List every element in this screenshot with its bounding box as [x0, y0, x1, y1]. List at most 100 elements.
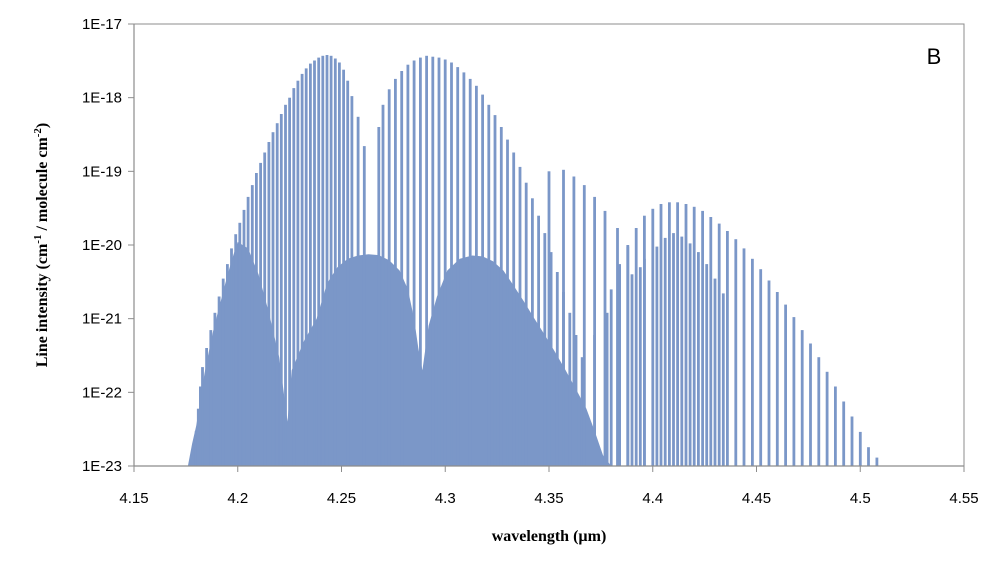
- spectral-line-bar: [313, 60, 316, 466]
- spectral-line-bar: [362, 146, 366, 466]
- spectral-line-bar: [338, 62, 341, 466]
- spectral-line-bar: [555, 272, 559, 466]
- x-axis-ticks: 4.15 4.2 4.25 4.3 4.35 4.4 4.45 4.5 4.55: [119, 466, 979, 507]
- spectral-line-bar: [580, 357, 584, 466]
- spectral-line-bar: [672, 233, 675, 466]
- spectral-line-bar: [547, 171, 551, 467]
- x-tick-label: 4.45: [742, 490, 771, 507]
- spectral-line-bar: [655, 246, 659, 466]
- spectral-line-bar: [234, 234, 238, 466]
- spectral-line-bar: [419, 57, 422, 466]
- spectral-line-bar: [279, 114, 283, 466]
- spectral-line-bar: [387, 89, 391, 467]
- spectral-line-bar: [834, 386, 837, 466]
- spectral-line-bar: [468, 78, 472, 467]
- x-tick-label: 4.3: [435, 490, 456, 507]
- spectral-line-bar: [568, 312, 572, 466]
- spectral-line-bar: [377, 127, 381, 466]
- spectral-line-bar: [643, 215, 646, 466]
- spectral-line-bar: [751, 258, 754, 466]
- spectral-line-bar: [582, 185, 586, 466]
- y-tick-label: 1E-19: [82, 163, 122, 180]
- spectral-line-bar: [238, 222, 242, 466]
- spectral-line-bar: [593, 335, 596, 466]
- spectral-line-bar: [205, 348, 208, 466]
- y-axis-title-sup1: -1: [32, 235, 44, 244]
- spectral-line-bar: [562, 169, 565, 467]
- spectral-line-bar: [549, 252, 553, 466]
- spectral-line-bar: [400, 71, 404, 466]
- spectral-line-bar: [292, 88, 296, 466]
- spectral-line-bar: [531, 198, 534, 467]
- spectral-line-bar: [263, 152, 267, 466]
- spectral-line-bar: [697, 252, 700, 466]
- spectral-line-bar: [342, 69, 345, 466]
- spectral-line-bar: [572, 176, 576, 466]
- spectral-line-bar: [784, 304, 787, 466]
- spectral-line-bar: [406, 64, 410, 466]
- spectral-line-bar: [825, 371, 829, 466]
- spectral-line-bar: [194, 430, 198, 466]
- spectral-line-bar: [543, 233, 547, 466]
- spectral-line-bar: [443, 59, 447, 466]
- x-axis-title: wavelength (µm): [492, 528, 607, 545]
- spectral-line-bar: [271, 132, 275, 466]
- spectral-line-bar: [300, 73, 304, 467]
- spectral-line-bar: [462, 72, 466, 467]
- panel-label: B: [927, 44, 942, 69]
- spectral-line-bar: [858, 431, 862, 466]
- spectral-line-bar: [651, 208, 655, 467]
- spectral-line-bar: [246, 196, 250, 466]
- x-tick-label: 4.4: [642, 490, 663, 507]
- spectral-line-bar: [609, 289, 613, 466]
- spectral-line-bar: [350, 96, 354, 466]
- spectral-line-bar: [487, 104, 491, 467]
- spectral-line-bar: [626, 245, 630, 466]
- spectral-line-bar: [809, 343, 812, 466]
- spectral-line-bar: [638, 267, 642, 466]
- spectral-line-bar: [668, 202, 671, 467]
- spectral-line-bar: [506, 139, 509, 466]
- spectral-line-bar: [450, 62, 453, 466]
- spectral-line-bar: [659, 204, 663, 466]
- spectral-line-bar: [713, 278, 717, 466]
- spectral-line-bar: [842, 401, 846, 466]
- spectral-line-bar: [346, 80, 350, 466]
- spectral-line-bar: [381, 104, 385, 467]
- spectral-line-bar: [875, 457, 879, 466]
- spectral-line-bar: [221, 278, 225, 466]
- spectral-line-bar: [817, 357, 821, 466]
- spectral-line-bar: [456, 67, 460, 466]
- spectral-line-bar: [792, 317, 796, 466]
- y-axis-title-sup2: -2: [32, 128, 44, 138]
- spectral-line-bar: [309, 63, 312, 466]
- y-tick-label: 1E-17: [82, 16, 122, 33]
- y-axis-ticks: 1E-23 1E-22 1E-21 1E-20 1E-19 1E-18 1E-17: [82, 16, 134, 475]
- x-tick-label: 4.35: [534, 490, 563, 507]
- spectral-line-bar: [226, 264, 229, 466]
- y-axis-title-part2: / molecule cm: [34, 137, 51, 235]
- spectral-line-bar: [800, 330, 804, 466]
- spectral-line-bar: [213, 312, 217, 466]
- spectral-line-bar: [425, 55, 428, 467]
- spectral-line-bar: [431, 56, 435, 466]
- spectral-line-bar: [230, 248, 233, 466]
- spectral-line-bar: [250, 185, 254, 466]
- y-tick-label: 1E-20: [82, 237, 122, 254]
- spectral-line-bar: [499, 127, 503, 466]
- spectral-line-bar: [275, 123, 279, 466]
- spectral-line-bar: [304, 68, 308, 467]
- spectral-line-bar: [412, 60, 416, 466]
- spectral-line-bar: [493, 115, 497, 466]
- spectral-line-bar: [537, 215, 540, 466]
- spectral-line-bar: [616, 228, 619, 466]
- y-axis-title: Line intensity (cm-1 / molecule cm-2): [32, 123, 51, 368]
- spectral-line-bar: [680, 236, 684, 466]
- spectral-line-bar: [867, 447, 870, 466]
- y-axis-title-part3: ): [34, 123, 51, 128]
- spectral-line-bar: [321, 55, 325, 467]
- spectral-line-bar: [201, 367, 204, 466]
- spectral-line-bar: [267, 142, 271, 466]
